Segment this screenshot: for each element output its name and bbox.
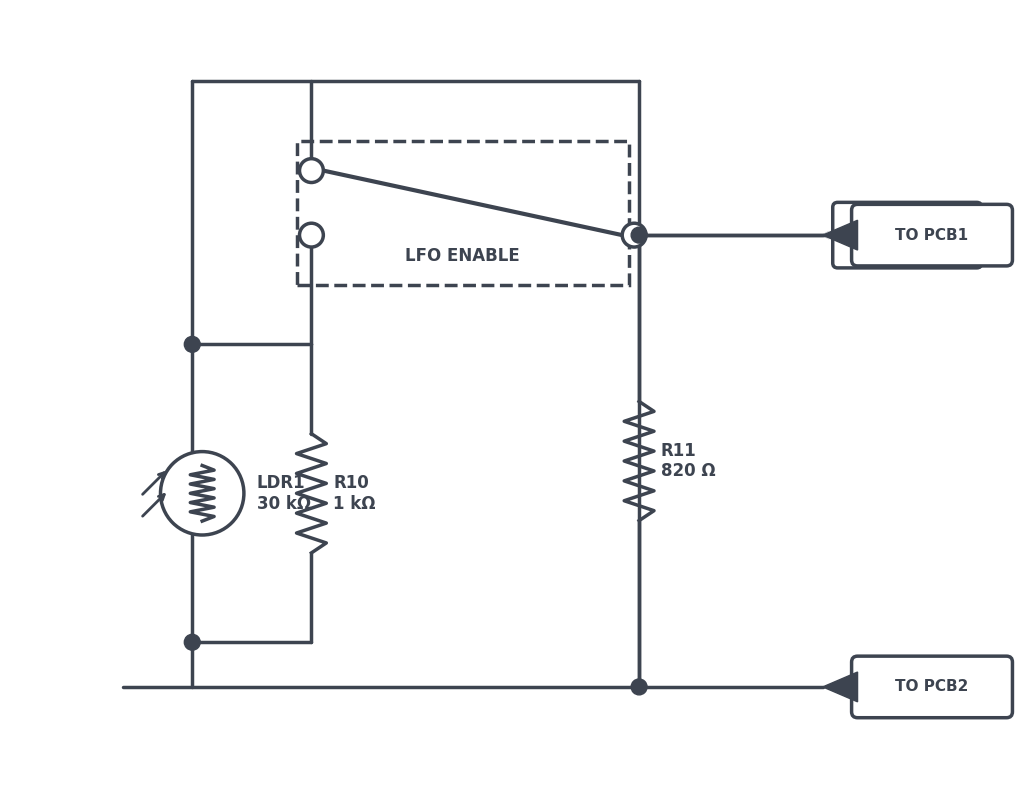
- FancyBboxPatch shape: [852, 204, 1013, 266]
- Circle shape: [299, 223, 324, 247]
- FancyBboxPatch shape: [852, 656, 1013, 718]
- Polygon shape: [823, 672, 857, 702]
- Circle shape: [299, 159, 324, 182]
- Circle shape: [631, 227, 647, 243]
- Text: TO PCB1: TO PCB1: [870, 228, 944, 243]
- Circle shape: [184, 336, 201, 353]
- FancyBboxPatch shape: [833, 202, 982, 268]
- Circle shape: [184, 634, 201, 650]
- Text: TO PCB1: TO PCB1: [895, 228, 969, 243]
- Circle shape: [623, 223, 646, 247]
- Text: LFO ENABLE: LFO ENABLE: [406, 247, 520, 265]
- Text: TO PCB2: TO PCB2: [895, 679, 969, 694]
- Polygon shape: [823, 220, 857, 250]
- Text: LDR1
30 kΩ: LDR1 30 kΩ: [257, 474, 311, 513]
- Circle shape: [631, 679, 647, 695]
- Text: R10
1 kΩ: R10 1 kΩ: [333, 474, 376, 513]
- Text: R11
820 Ω: R11 820 Ω: [660, 442, 716, 481]
